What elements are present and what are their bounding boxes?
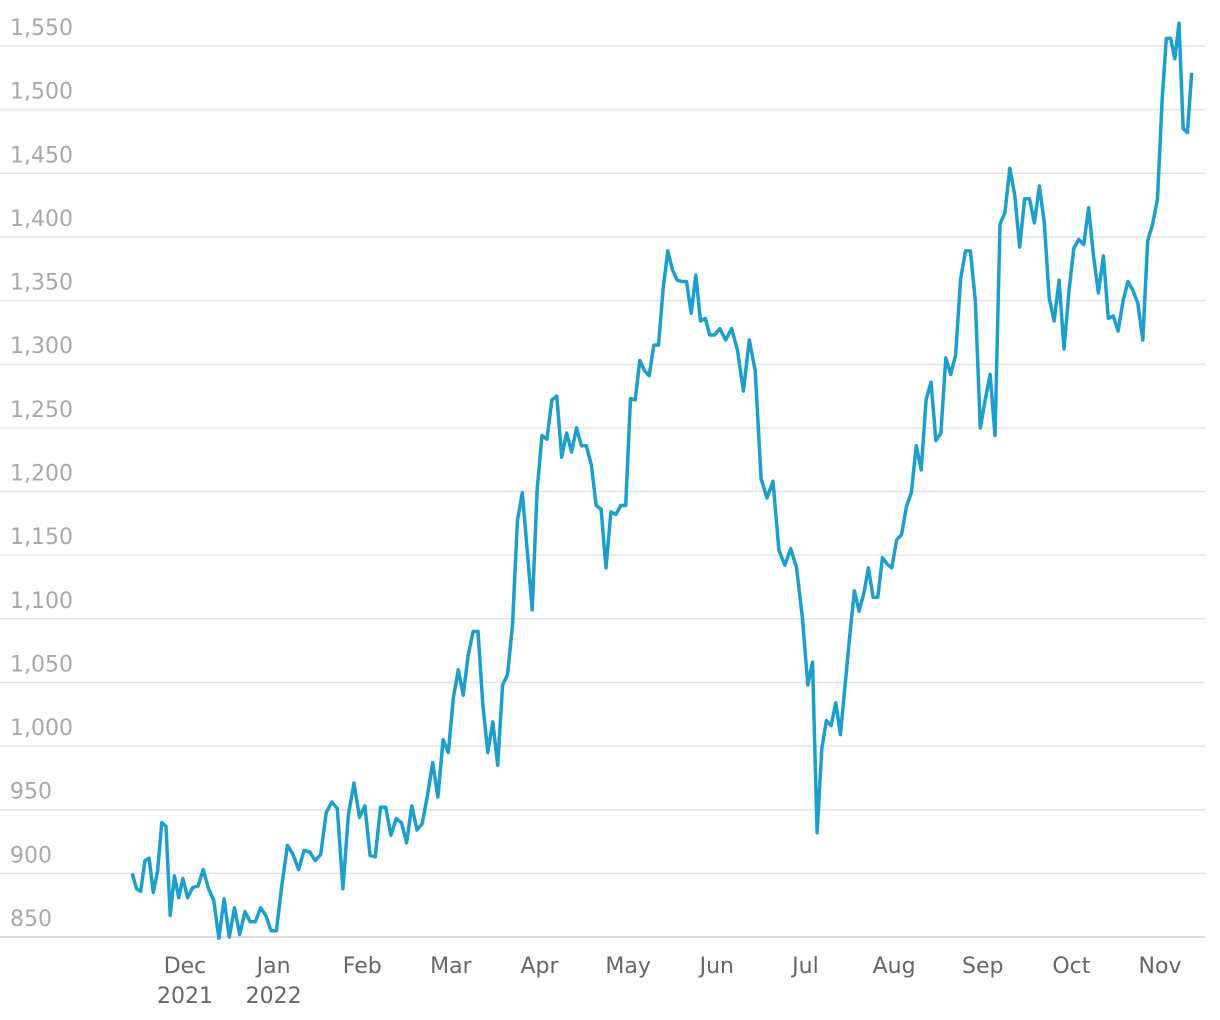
x-tick-label: Feb [342, 954, 382, 979]
y-tick-label: 1,250 [10, 398, 73, 423]
y-tick-label: 1,350 [10, 271, 73, 296]
x-tick-label: Jun [699, 954, 734, 979]
x-tick-label: Mar [430, 954, 472, 979]
y-tick-label: 1,300 [10, 334, 73, 359]
y-tick-label: 850 [10, 907, 52, 932]
y-tick-label: 900 [10, 843, 52, 868]
y-tick-label: 1,200 [10, 462, 73, 487]
x-tick-label: May [605, 954, 651, 979]
x-tick-label: Dec 2021 [157, 954, 213, 1009]
y-tick-label: 1,450 [10, 143, 73, 168]
x-tick-label: Jan 2022 [245, 954, 302, 1009]
y-tick-label: 1,100 [10, 589, 73, 614]
y-tick-label: 1,150 [10, 525, 73, 550]
x-tick-label: Aug [872, 954, 916, 979]
x-tick-label: Nov [1138, 954, 1182, 979]
y-tick-label: 950 [10, 780, 52, 805]
y-tick-label: 1,500 [10, 80, 73, 105]
x-tick-label: Jul [792, 954, 819, 979]
price-line [130, 21, 1194, 941]
y-tick-label: 1,000 [10, 716, 73, 741]
x-tick-label: Apr [520, 954, 559, 979]
y-tick-label: 1,050 [10, 652, 73, 677]
y-tick-label: 1,550 [10, 16, 73, 41]
x-tick-label: Oct [1052, 954, 1091, 979]
x-tick-label: Sep [961, 954, 1004, 979]
y-tick-label: 1,400 [10, 207, 73, 232]
